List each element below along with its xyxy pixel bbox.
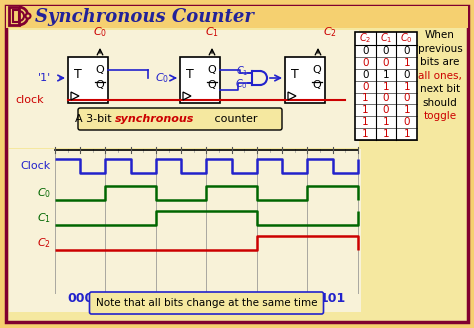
Text: Q: Q	[96, 80, 104, 90]
Circle shape	[26, 13, 30, 18]
FancyBboxPatch shape	[90, 292, 323, 314]
Bar	[180, 57, 220, 103]
Text: 0: 0	[362, 46, 369, 56]
Text: 1: 1	[362, 117, 369, 127]
Text: 0: 0	[403, 117, 410, 127]
Text: 0: 0	[383, 105, 389, 115]
Bar	[9, 7, 19, 25]
Text: 0: 0	[383, 58, 389, 68]
Text: Q: Q	[313, 65, 321, 75]
Text: 0: 0	[403, 70, 410, 80]
Text: Note that all bits change at the same time: Note that all bits change at the same ti…	[96, 298, 317, 308]
Text: $C_1$: $C_1$	[380, 31, 392, 45]
Text: $C_1$: $C_1$	[236, 64, 248, 78]
Text: 1: 1	[362, 129, 369, 139]
Text: $C_1$: $C_1$	[37, 211, 51, 225]
Text: 1: 1	[383, 70, 389, 80]
Text: $C_0$: $C_0$	[235, 77, 248, 91]
Text: 100: 100	[269, 292, 295, 304]
Text: 1: 1	[383, 82, 389, 92]
Text: 001: 001	[118, 292, 144, 304]
Text: 010: 010	[168, 292, 194, 304]
Text: Q: Q	[208, 80, 216, 90]
Text: 0: 0	[403, 93, 410, 103]
Text: 1: 1	[362, 105, 369, 115]
Text: 011: 011	[219, 292, 245, 304]
Text: all ones,: all ones,	[418, 71, 462, 80]
Text: Q: Q	[313, 80, 321, 90]
Text: 1: 1	[403, 105, 410, 115]
Text: 1: 1	[383, 117, 389, 127]
Text: $C_1$: $C_1$	[205, 25, 219, 39]
Bar	[355, 32, 417, 140]
Text: $C_0$: $C_0$	[93, 25, 107, 39]
Text: Q: Q	[96, 65, 104, 75]
Text: Synchronous Counter: Synchronous Counter	[35, 8, 254, 26]
Text: T: T	[186, 69, 194, 81]
FancyBboxPatch shape	[78, 108, 282, 130]
Text: 0: 0	[362, 70, 369, 80]
Text: 0: 0	[362, 58, 369, 68]
Bar	[68, 57, 108, 103]
Text: 1: 1	[403, 58, 410, 68]
Text: next bit: next bit	[420, 84, 460, 94]
Text: When: When	[425, 30, 455, 40]
Text: 1: 1	[403, 82, 410, 92]
Text: synchronous: synchronous	[115, 114, 194, 124]
Text: A 3-bit: A 3-bit	[75, 114, 115, 124]
Bar	[6, 6, 468, 28]
Text: T: T	[291, 69, 299, 81]
Text: toggle: toggle	[423, 111, 456, 121]
Text: previous: previous	[418, 44, 462, 53]
Text: $C_0$: $C_0$	[37, 186, 51, 200]
Text: 0: 0	[362, 82, 369, 92]
Text: clock: clock	[15, 95, 44, 105]
Text: '1': '1'	[38, 73, 52, 83]
Bar	[13, 10, 19, 22]
Bar	[9, 30, 359, 148]
Text: Q: Q	[208, 65, 216, 75]
Text: bits are: bits are	[420, 57, 460, 67]
Text: T: T	[74, 69, 82, 81]
Text: 1: 1	[383, 129, 389, 139]
Bar	[9, 149, 361, 312]
Text: 1: 1	[403, 129, 410, 139]
Text: $C_2$: $C_2$	[37, 236, 51, 250]
Text: 0: 0	[383, 93, 389, 103]
Text: 000: 000	[67, 292, 93, 304]
Text: $C_0$: $C_0$	[401, 31, 413, 45]
Text: 1: 1	[362, 93, 369, 103]
Text: Clock: Clock	[21, 161, 51, 171]
Text: should: should	[423, 97, 457, 108]
Text: $C_2$: $C_2$	[359, 31, 372, 45]
Text: 0: 0	[403, 46, 410, 56]
Text: $C_2$: $C_2$	[323, 25, 337, 39]
Bar	[285, 57, 325, 103]
Text: 101: 101	[319, 292, 346, 304]
Text: 0: 0	[383, 46, 389, 56]
Text: counter: counter	[211, 114, 257, 124]
Text: $C_0$: $C_0$	[155, 71, 169, 85]
